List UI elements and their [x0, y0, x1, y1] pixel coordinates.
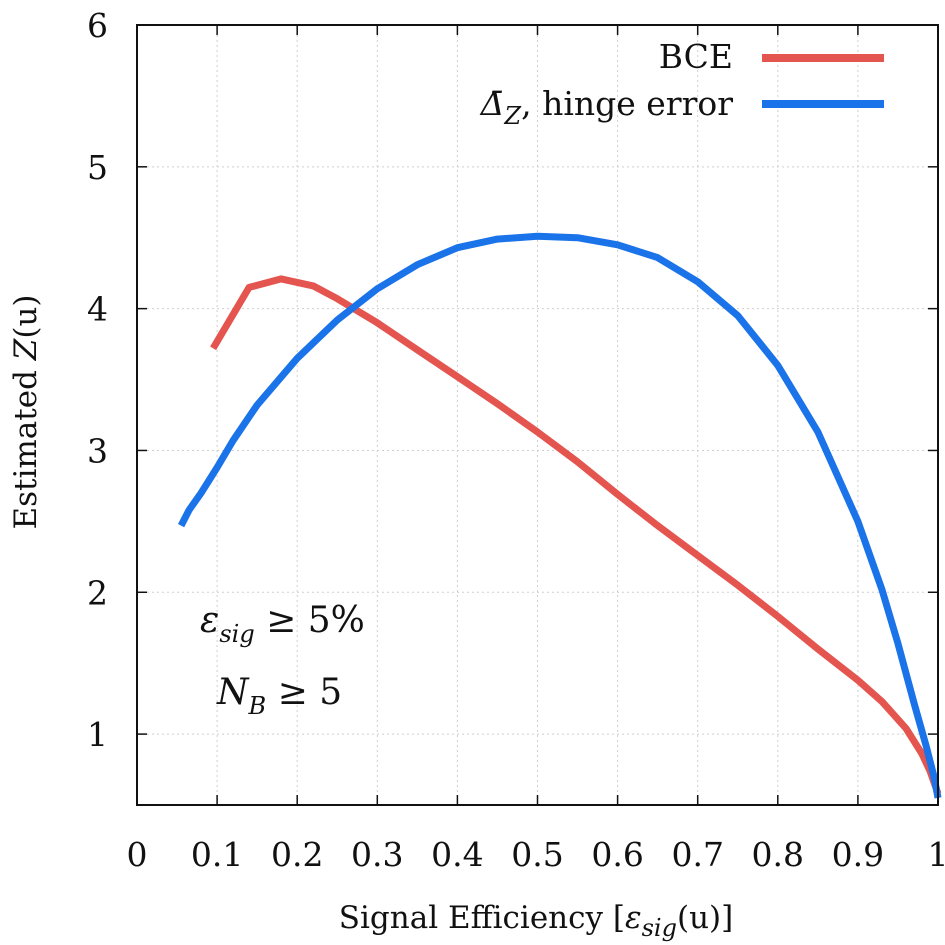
- series-layer: [177, 232, 942, 799]
- grid: [137, 25, 938, 805]
- y-tick-label: 6: [87, 6, 108, 45]
- y-tick-label: 1: [87, 715, 108, 754]
- legend-label-hinge: Δ̄Z, hinge error: [479, 84, 734, 130]
- x-tick-label: 1: [928, 835, 945, 874]
- legend: BCE Δ̄Z, hinge error: [479, 37, 884, 130]
- y-tick-label: 2: [87, 573, 108, 612]
- x-tick-label: 0.1: [191, 835, 243, 874]
- annotation-background-count: NB ≥ 5: [216, 672, 342, 720]
- y-tick-label: 3: [87, 431, 108, 470]
- series-line-hinge: [177, 232, 942, 799]
- x-axis-title: Signal Efficiency [εsig(u)]: [339, 900, 733, 942]
- x-tick-label: 0.2: [271, 835, 323, 874]
- y-tick-label: 5: [87, 148, 108, 187]
- x-tick-label: 0.6: [591, 835, 643, 874]
- x-tick-label: 0.9: [832, 835, 884, 874]
- x-tick-label: 0: [127, 835, 148, 874]
- annotation-signal-efficiency: εsig ≥ 5%: [200, 600, 365, 648]
- legend-label-bce: BCE: [659, 37, 733, 76]
- y-axis-title: Estimated Z(u): [8, 295, 44, 530]
- series-line-bce: [210, 275, 942, 795]
- x-tick-label: 0.5: [511, 835, 563, 874]
- ticks: [136, 24, 939, 805]
- x-tick-label: 0.4: [431, 835, 483, 874]
- x-tick-label: 0.8: [752, 835, 804, 874]
- y-tick-label: 4: [87, 290, 108, 329]
- x-tick-label: 0.7: [671, 835, 723, 874]
- tick-labels: 0 0.1 0.2 0.3 0.4 0.5 0.6 0.7 0.8 0.9 1 1 2 3 4 5 6: [87, 6, 945, 874]
- x-tick-label: 0.3: [351, 835, 403, 874]
